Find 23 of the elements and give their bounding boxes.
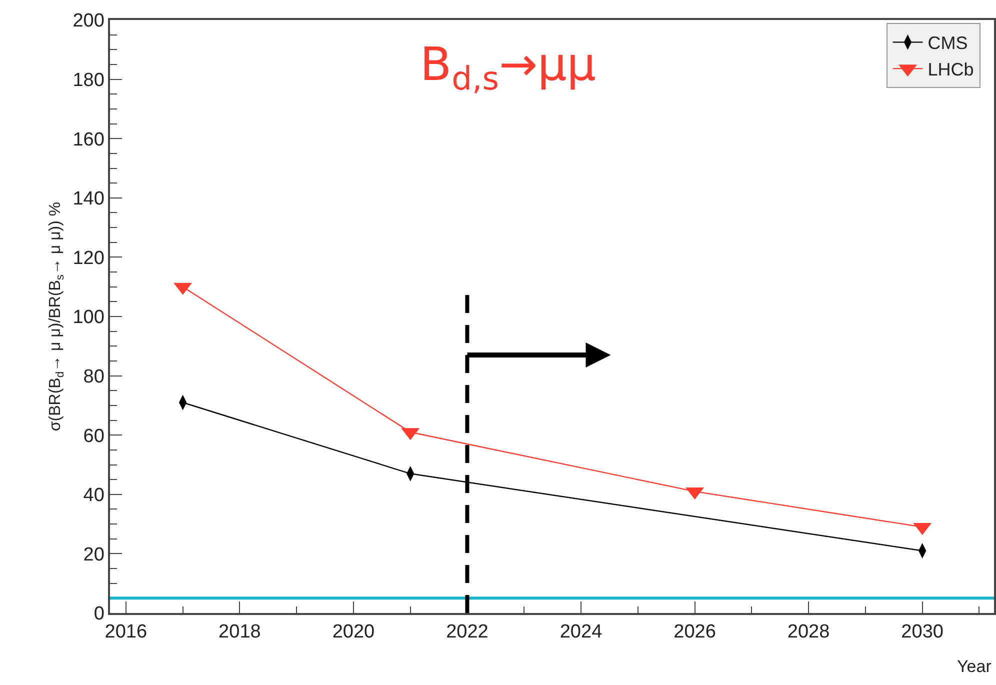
- y-tick-label: 60: [83, 426, 104, 447]
- y-tick-label: 140: [72, 188, 104, 210]
- x-tick-label: 2024: [560, 622, 603, 643]
- x-tick-label: 2020: [332, 622, 375, 643]
- legend-label: LHCb: [928, 60, 974, 80]
- y-tick-label: 180: [72, 70, 104, 91]
- x-tick-label: 2016: [104, 622, 148, 643]
- x-tick-label: 2026: [674, 622, 716, 643]
- x-axis-title: Year: [957, 657, 992, 676]
- x-tick-label: 2022: [446, 622, 488, 643]
- x-tick-label: 2030: [901, 622, 944, 643]
- legend-label: CMS: [928, 33, 968, 54]
- y-tick-label: 160: [72, 129, 104, 150]
- y-tick-label: 120: [72, 248, 104, 269]
- y-tick-label: 100: [72, 307, 104, 328]
- y-tick-label: 0: [94, 604, 104, 625]
- x-tick-label: 2028: [787, 622, 830, 643]
- y-tick-label: 20: [83, 544, 104, 566]
- y-tick-label: 80: [83, 366, 104, 388]
- text: B$_{d,s}$→μμ: [420, 37, 596, 98]
- y-tick-label: 200: [72, 10, 104, 32]
- x-tick-label: 2018: [218, 622, 261, 643]
- y-tick-label: 40: [83, 485, 104, 506]
